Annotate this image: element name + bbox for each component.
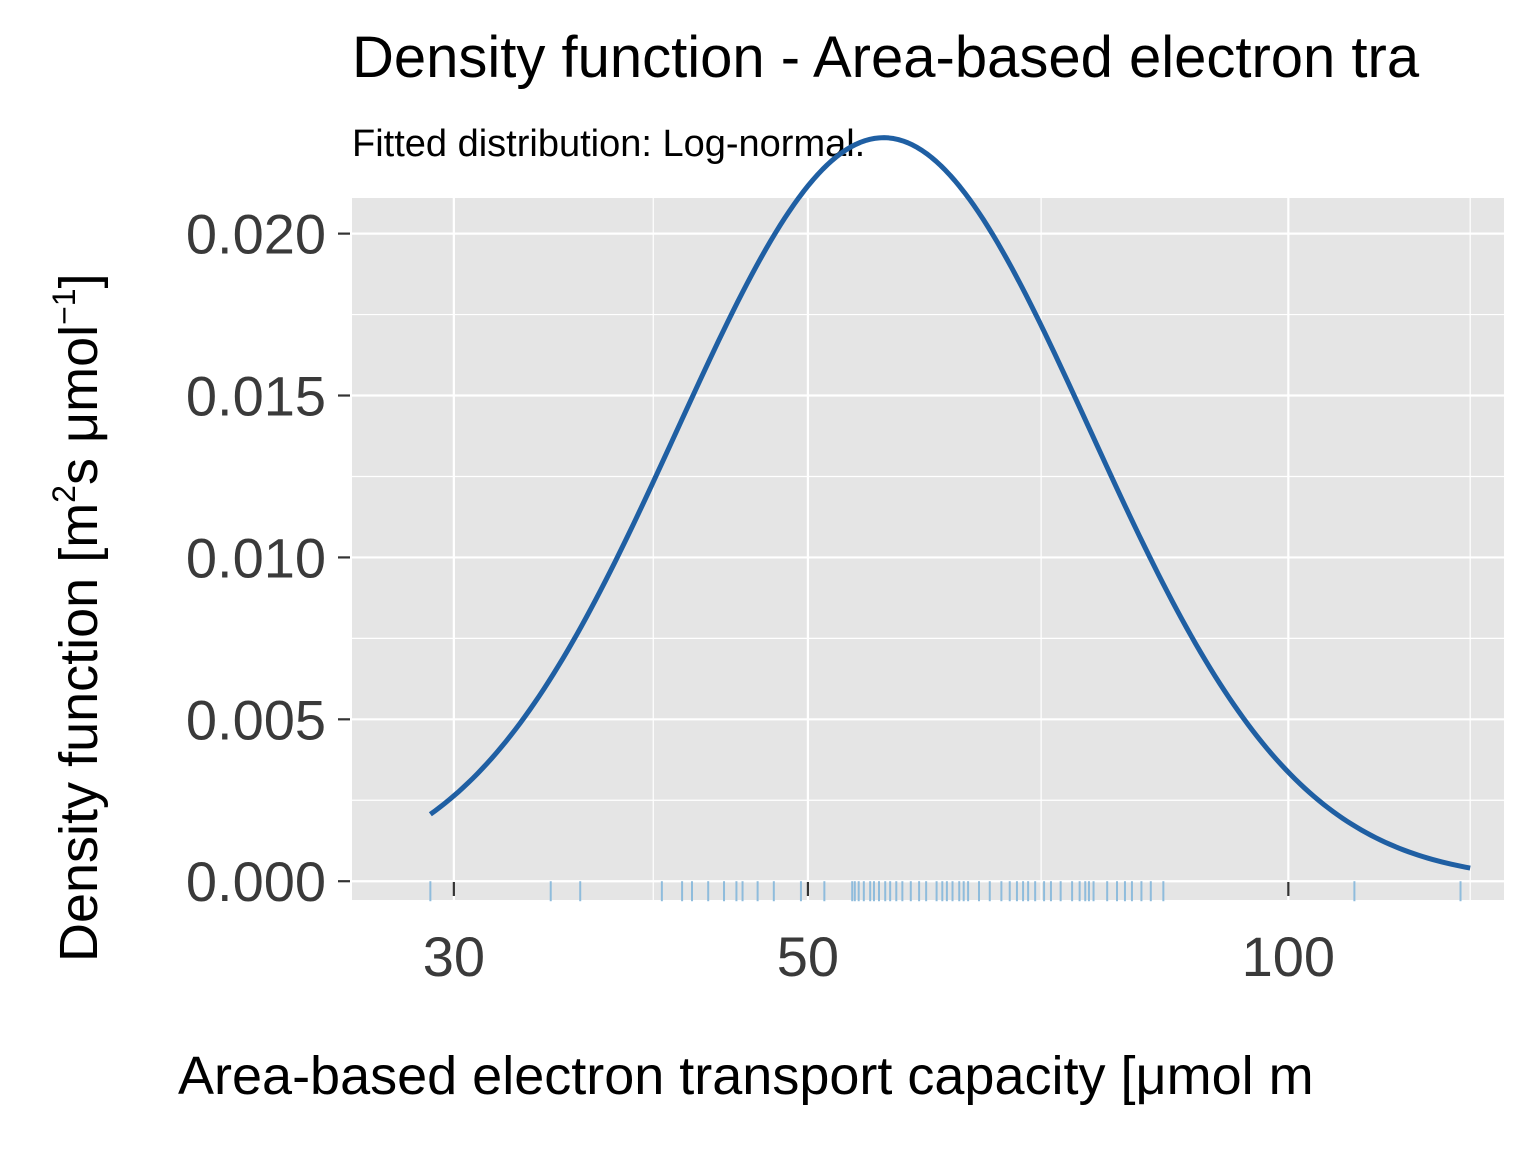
chart-subtitle: Fitted distribution: Log-normal. [352, 123, 865, 165]
y-label-suffix: ] [49, 273, 109, 288]
plot-area [352, 198, 1504, 900]
rug-marks [429, 881, 1462, 902]
y-label-sup1: 2 [46, 485, 82, 503]
series-group [428, 135, 1471, 871]
chart-title: Density function - Area-based electron t… [352, 25, 1420, 90]
y-tick-label: 0.000 [186, 850, 326, 913]
y-label-mid: s μmol [49, 325, 109, 485]
x-tick-label: 50 [777, 925, 839, 988]
minor-gridlines [352, 198, 1504, 900]
y-tick-label: 0.015 [186, 365, 326, 428]
y-axis-label: Density function [m2s μmol−1] [46, 273, 109, 962]
major-gridlines [352, 198, 1504, 900]
x-tick-label: 100 [1242, 925, 1335, 988]
density-curve [428, 135, 1471, 871]
y-tick-label: 0.010 [186, 526, 326, 589]
y-tick-label: 0.005 [186, 688, 326, 751]
y-tick-label: 0.020 [186, 203, 326, 266]
x-tick-label: 30 [423, 925, 485, 988]
x-axis: 30 50 100 [423, 882, 1335, 988]
x-axis-label: Area-based electron transport capacity [… [178, 1046, 1314, 1106]
y-axis: 0.000 0.005 0.010 0.015 0.020 [186, 203, 350, 913]
y-label-prefix: Density function [m [49, 503, 109, 962]
y-label-sup2: −1 [46, 288, 82, 324]
